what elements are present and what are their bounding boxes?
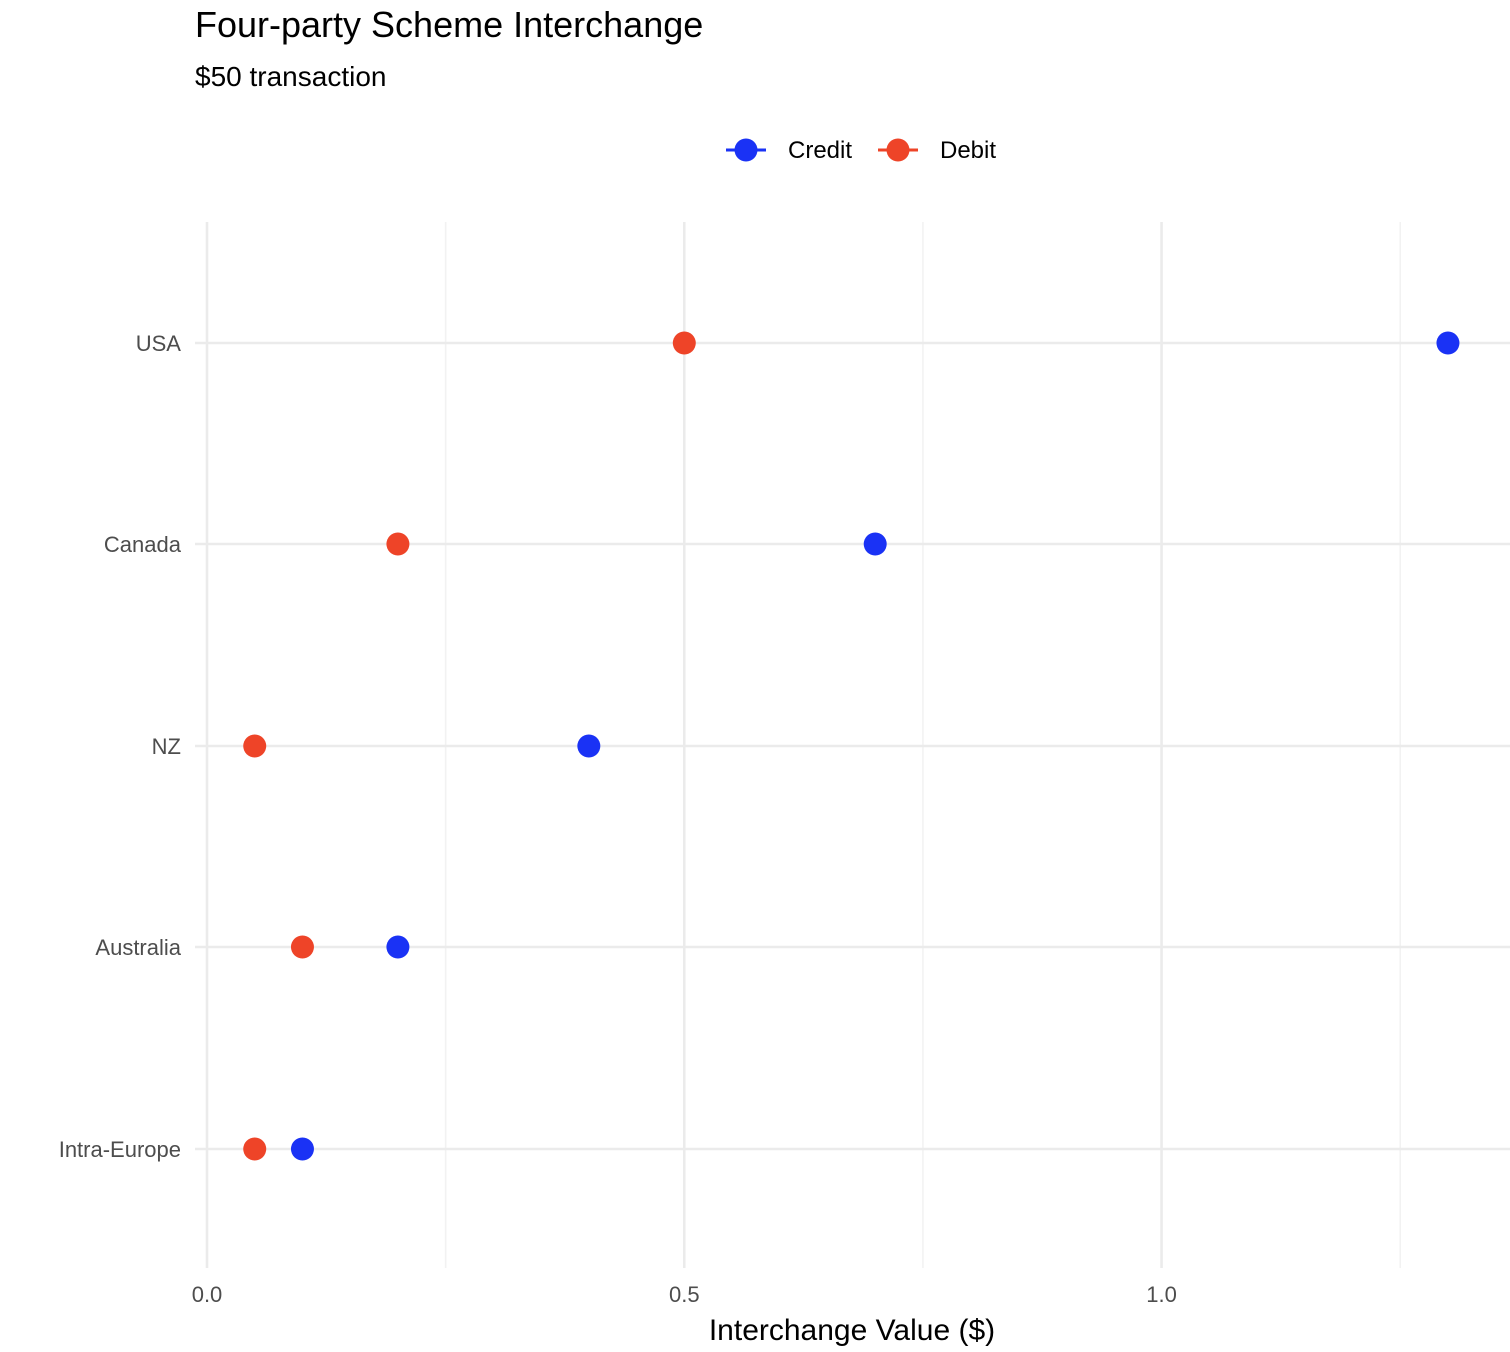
data-point-debit	[243, 1137, 267, 1161]
x-axis-tick-labels: 0.0 0.5 1.0	[192, 1282, 1177, 1307]
y-tick-label: NZ	[152, 734, 181, 759]
data-point-debit	[290, 935, 314, 959]
data-point-debit	[386, 532, 410, 556]
data-point-credit	[290, 1137, 314, 1161]
legend-key-point	[886, 138, 910, 162]
data-point-credit	[386, 935, 410, 959]
data-point-debit	[243, 734, 267, 758]
legend-key-point	[734, 138, 758, 162]
data-point-credit	[577, 734, 601, 758]
data-point-credit	[863, 532, 887, 556]
chart-title: Four-party Scheme Interchange	[195, 4, 703, 45]
grid	[195, 222, 1510, 1268]
x-tick-label: 1.0	[1146, 1282, 1177, 1307]
legend: Credit Debit	[726, 137, 996, 164]
y-tick-label: Canada	[104, 532, 182, 557]
legend-item-debit: Debit	[878, 137, 996, 164]
data-point-debit	[672, 331, 696, 355]
chart-subtitle: $50 transaction	[195, 61, 386, 92]
y-tick-label: USA	[136, 331, 182, 356]
data-point-credit	[1436, 331, 1460, 355]
x-axis-title: Interchange Value ($)	[709, 1314, 995, 1347]
y-tick-label: Australia	[95, 935, 181, 960]
x-tick-label: 0.5	[669, 1282, 700, 1307]
x-tick-label: 0.0	[192, 1282, 223, 1307]
data-points	[243, 331, 1460, 1161]
legend-label: Credit	[788, 137, 852, 164]
y-axis-tick-labels: USA Canada NZ Australia Intra-Europe	[59, 331, 182, 1162]
legend-item-credit: Credit	[726, 137, 852, 164]
y-tick-label: Intra-Europe	[59, 1137, 181, 1162]
legend-label: Debit	[940, 137, 996, 164]
